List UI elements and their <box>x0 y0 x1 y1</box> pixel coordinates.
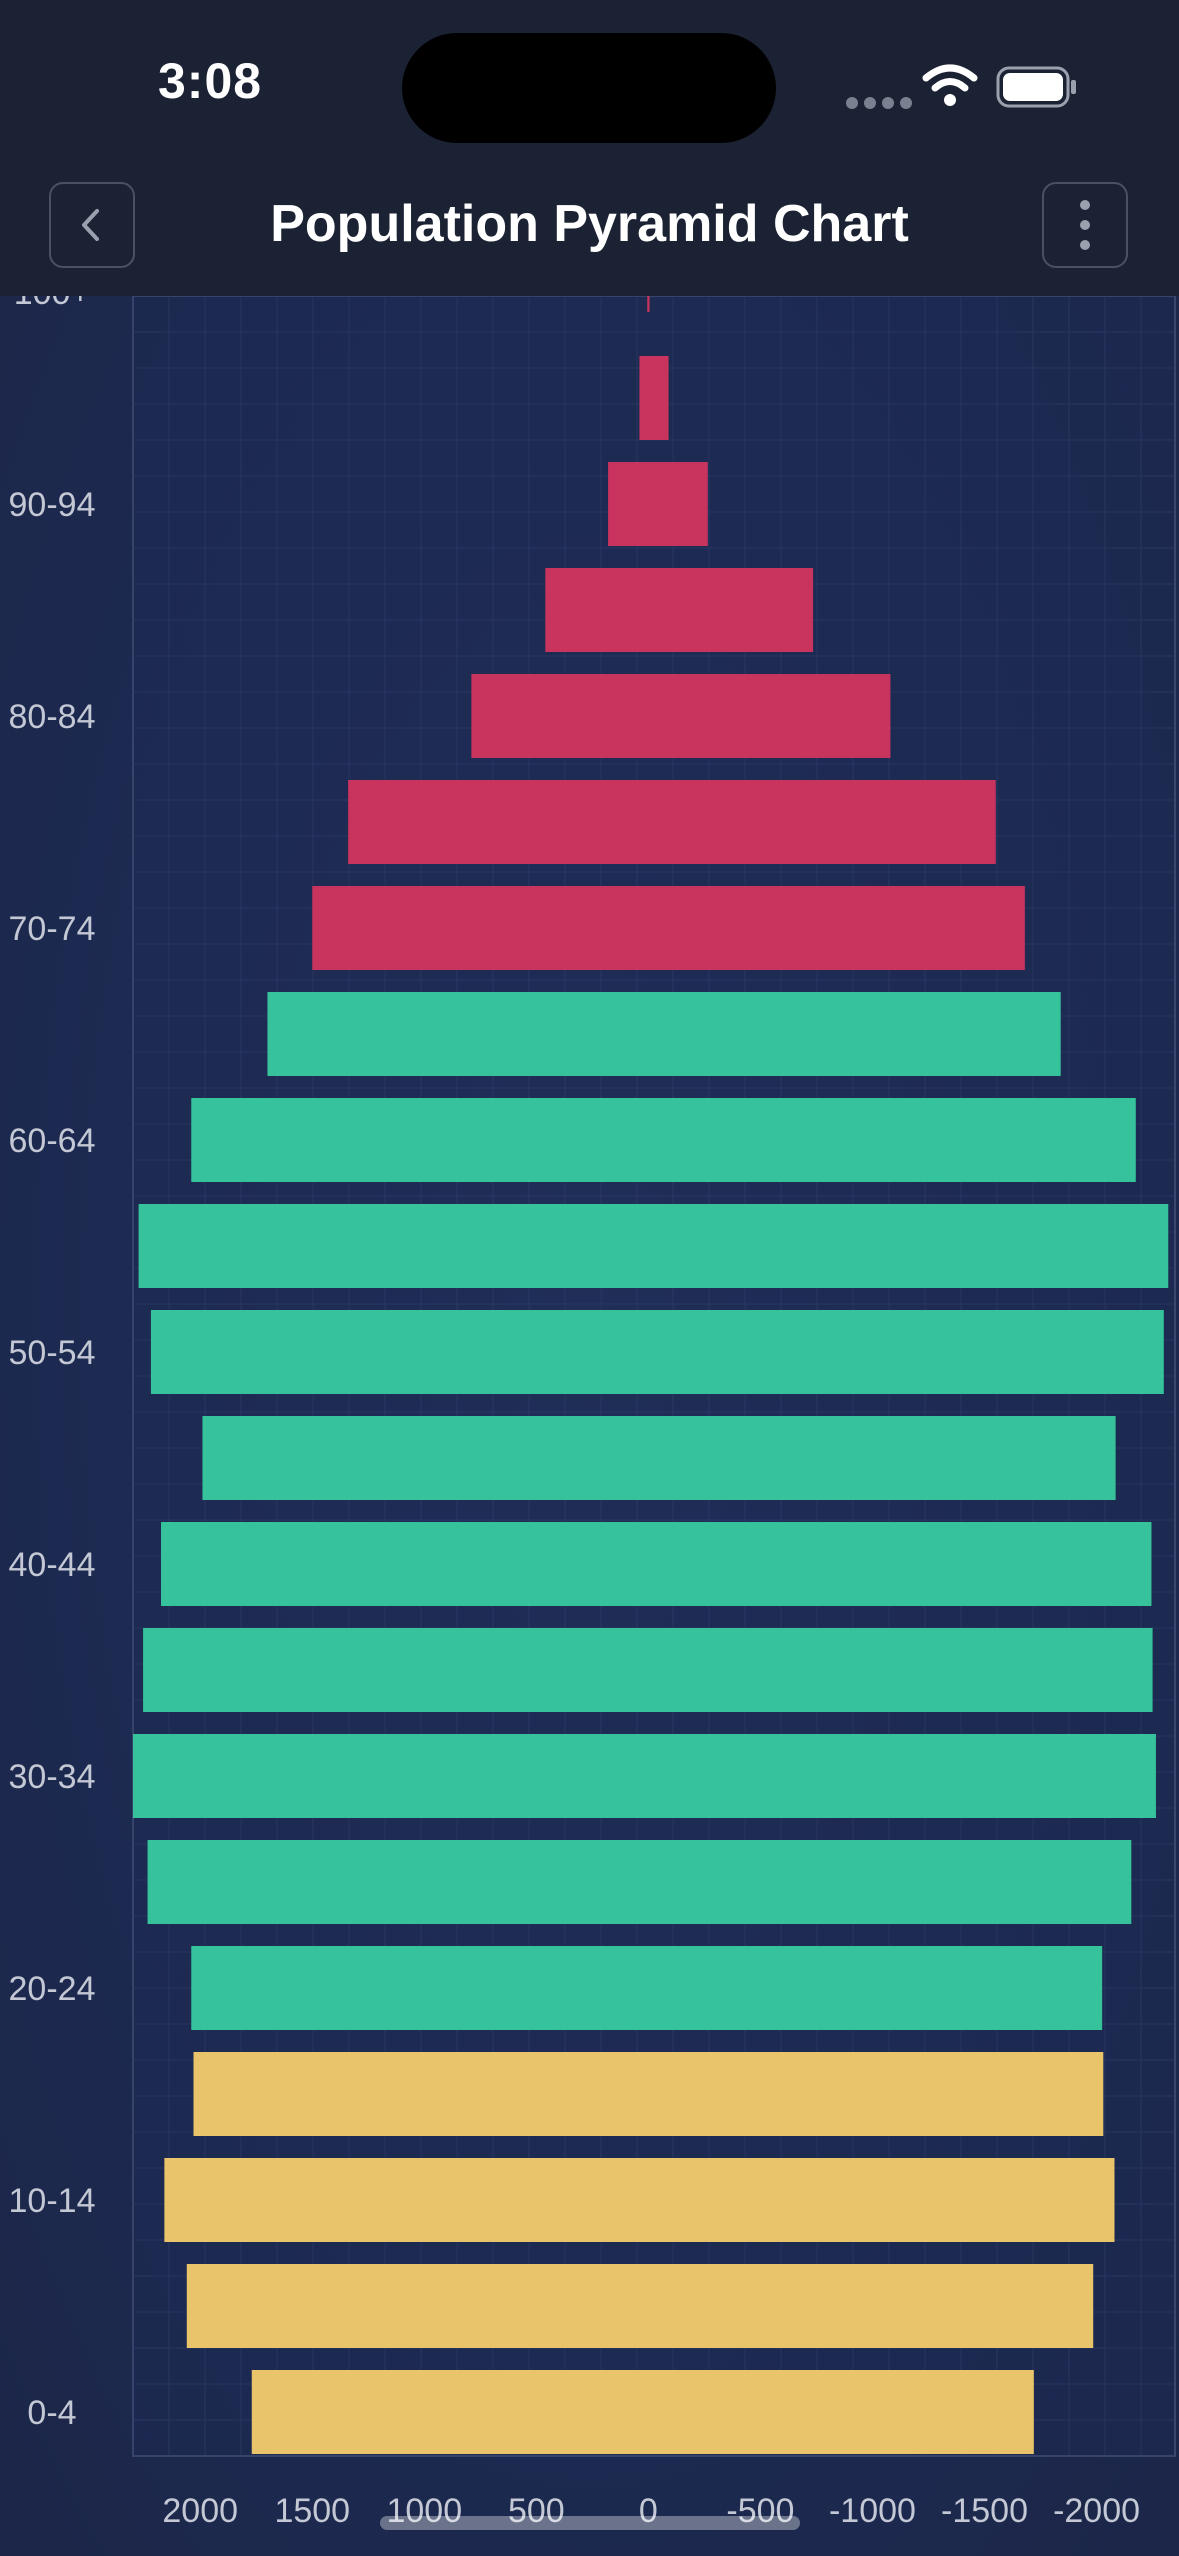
bar-75-79 <box>348 780 996 864</box>
y-tick-label: 70-74 <box>9 910 96 948</box>
battery-icon <box>996 66 1076 108</box>
bar-20-24 <box>191 1946 1103 2030</box>
bar-90-94 <box>608 462 708 546</box>
bars <box>133 296 1169 2454</box>
bar-35-39 <box>143 1628 1153 1712</box>
status-bar: 3:08 <box>0 0 1179 170</box>
cellular-signal-icon <box>846 96 918 114</box>
x-tick-label: -1500 <box>941 2492 1028 2530</box>
bar-5-9 <box>186 2264 1094 2348</box>
bar-95-99 <box>639 356 669 440</box>
x-tick-label: 2000 <box>162 2492 238 2530</box>
x-tick-label: -2000 <box>1053 2492 1140 2530</box>
back-button[interactable] <box>49 182 135 268</box>
bar-80-84 <box>471 674 891 758</box>
wifi-icon <box>922 64 978 106</box>
dynamic-island <box>402 33 776 143</box>
navigation-bar: Population Pyramid Chart <box>0 170 1179 296</box>
home-indicator <box>380 2516 800 2530</box>
bar-40-44 <box>161 1522 1152 1606</box>
population-pyramid-chart: 0-4 10-14 20-24 30-34 40-44 50-54 60-64 70-74 80… <box>9 296 1176 2530</box>
x-tick-label: -500 <box>726 2492 794 2530</box>
y-tick-label: 30-34 <box>9 1758 96 1796</box>
bar-55-59 <box>138 1204 1169 1288</box>
bar-45-49 <box>202 1416 1116 1500</box>
bar-70-74 <box>312 886 1025 970</box>
y-tick-label: 50-54 <box>9 1334 96 1372</box>
x-axis-labels: 2000 1500 1000 500 0 -500 -1000 -1500 -2000 <box>162 2492 1140 2530</box>
chart-area: 0-4 10-14 20-24 30-34 40-44 50-54 60-64 70-74 80… <box>0 296 1179 2556</box>
x-tick-label: 1500 <box>274 2492 350 2530</box>
chevron-left-icon <box>82 209 99 241</box>
y-tick-label: 0-4 <box>27 2394 76 2432</box>
y-tick-label: 60-64 <box>9 1122 96 1160</box>
y-tick-label: 10-14 <box>9 2182 96 2220</box>
y-tick-label: 20-24 <box>9 1970 96 2008</box>
bar-25-29 <box>147 1840 1132 1924</box>
y-tick-label: 100+ <box>14 296 91 312</box>
x-tick-label: 500 <box>508 2492 565 2530</box>
y-tick-label: 80-84 <box>9 698 96 736</box>
bar-85-89 <box>545 568 814 652</box>
x-tick-label: 1000 <box>386 2492 462 2530</box>
bar-15-19 <box>193 2052 1104 2136</box>
x-tick-label: -1000 <box>829 2492 916 2530</box>
y-axis-labels: 0-4 10-14 20-24 30-34 40-44 50-54 60-64 70-74 80… <box>9 296 96 2432</box>
x-tick-label: 0 <box>639 2492 658 2530</box>
bar-65-69 <box>267 992 1061 1076</box>
more-vertical-icon <box>1080 200 1090 250</box>
more-options-button[interactable] <box>1042 182 1128 268</box>
bar-60-64 <box>191 1098 1136 1182</box>
y-tick-label: 40-44 <box>9 1546 96 1584</box>
bar-30-34 <box>133 1734 1156 1818</box>
bar-10-14 <box>164 2158 1115 2242</box>
bar-100+ <box>647 296 650 312</box>
bar-50-54 <box>150 1310 1164 1394</box>
bar-0-4 <box>251 2370 1034 2454</box>
status-time: 3:08 <box>158 53 263 109</box>
y-tick-label: 90-94 <box>9 486 96 524</box>
page-title: Population Pyramid Chart <box>270 195 909 253</box>
